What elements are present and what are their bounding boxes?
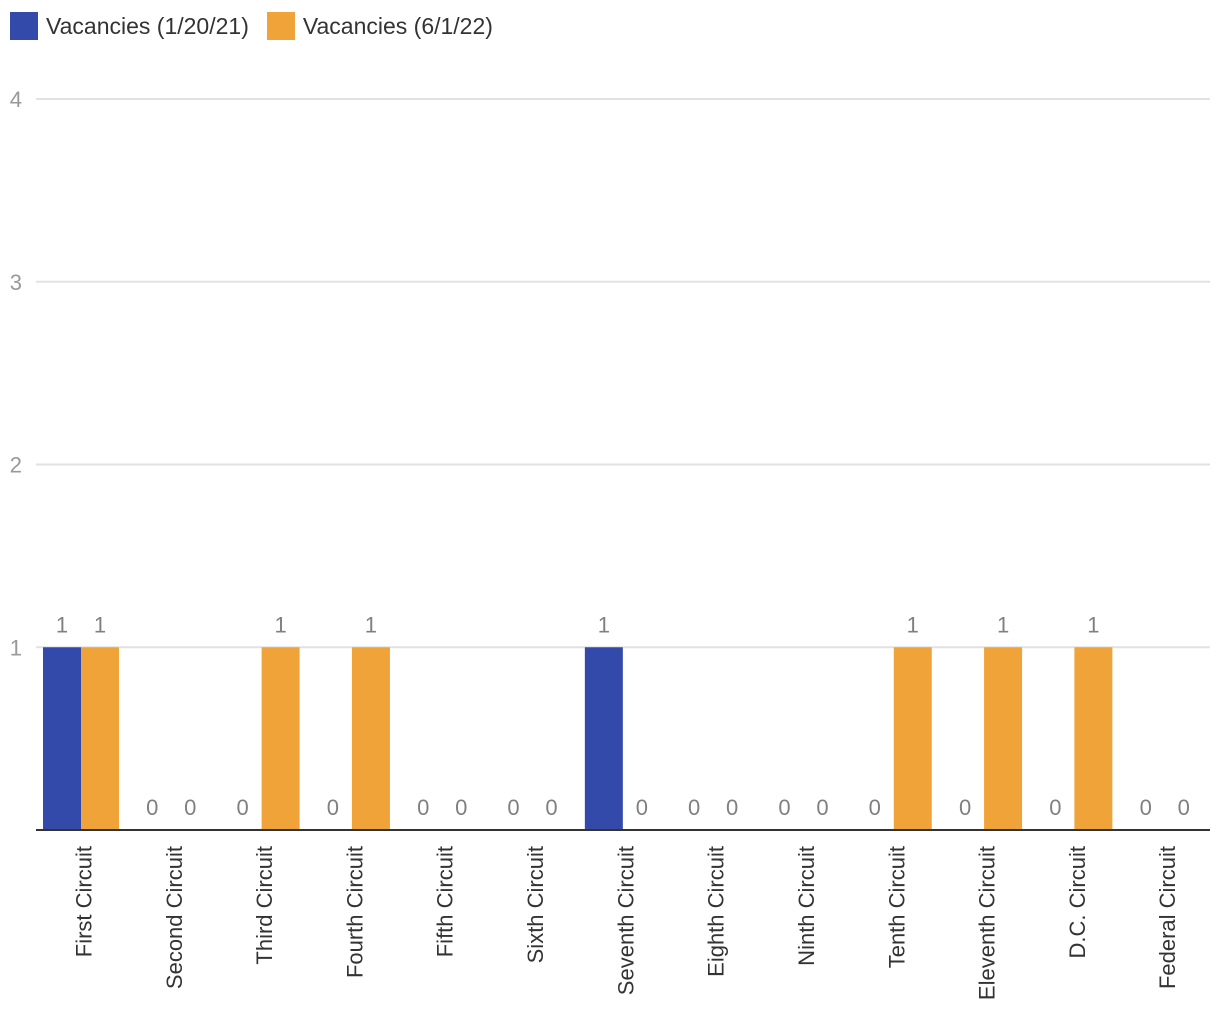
data-label: 1	[1087, 612, 1099, 637]
bar-1-6	[584, 647, 623, 830]
legend-item-series-2[interactable]: Vacancies (6/1/22)	[266, 12, 493, 40]
data-label: 0	[959, 795, 971, 820]
data-label: 0	[688, 795, 700, 820]
x-tick-label: Ninth Circuit	[794, 846, 819, 966]
data-label: 0	[726, 795, 738, 820]
x-tick-label: Federal Circuit	[1155, 846, 1180, 989]
data-label: 0	[869, 795, 881, 820]
bar-2-9	[893, 647, 932, 830]
x-tick-label: Tenth Circuit	[884, 846, 909, 968]
data-label: 0	[146, 795, 158, 820]
legend-swatch-series-1	[10, 12, 38, 40]
data-label: 1	[94, 612, 106, 637]
bar-2-3	[351, 647, 390, 830]
x-tick-label: Fourth Circuit	[342, 846, 367, 978]
x-tick-label: Third Circuit	[252, 846, 277, 965]
x-tick-label: Second Circuit	[162, 846, 187, 989]
legend-label-series-1: Vacancies (1/20/21)	[46, 12, 249, 39]
y-tick-label: 4	[10, 87, 22, 112]
data-label: 1	[997, 612, 1009, 637]
x-tick-label: Eleventh Circuit	[975, 846, 1000, 1000]
x-tick-label: Eighth Circuit	[704, 846, 729, 977]
x-tick-label: D.C. Circuit	[1065, 846, 1090, 958]
data-label: 0	[455, 795, 467, 820]
data-label: 0	[1049, 795, 1061, 820]
data-label: 0	[545, 795, 557, 820]
bar-2-0	[81, 647, 119, 830]
bar-2-10	[984, 647, 1023, 830]
data-label: 1	[365, 612, 377, 637]
bar-1-0	[43, 647, 81, 830]
legend-label-series-2: Vacancies (6/1/22)	[302, 12, 493, 39]
bar-2-2	[261, 647, 300, 830]
y-tick-label: 1	[10, 635, 22, 660]
legend: Vacancies (1/20/21) Vacancies (6/1/22)	[10, 10, 511, 42]
legend-swatch-series-2	[266, 12, 295, 40]
data-label: 0	[236, 795, 248, 820]
x-tick-label: Seventh Circuit	[613, 846, 638, 995]
data-label: 0	[778, 795, 790, 820]
data-label: 1	[274, 612, 286, 637]
data-label: 0	[636, 795, 648, 820]
y-tick-label: 2	[10, 453, 22, 478]
y-tick-label: 3	[10, 270, 22, 295]
legend-item-series-1[interactable]: Vacancies (1/20/21)	[10, 12, 249, 40]
data-label: 1	[56, 612, 68, 637]
data-label: 1	[598, 612, 610, 637]
data-label: 0	[507, 795, 519, 820]
data-label: 0	[184, 795, 196, 820]
data-label: 0	[417, 795, 429, 820]
x-tick-label: First Circuit	[72, 846, 97, 957]
data-label: 1	[907, 612, 919, 637]
data-label: 0	[327, 795, 339, 820]
x-tick-label: Sixth Circuit	[523, 846, 548, 963]
data-label: 0	[816, 795, 828, 820]
data-label: 0	[1140, 795, 1152, 820]
bar-2-11	[1074, 647, 1113, 830]
data-label: 0	[1178, 795, 1190, 820]
x-tick-label: Fifth Circuit	[433, 846, 458, 957]
